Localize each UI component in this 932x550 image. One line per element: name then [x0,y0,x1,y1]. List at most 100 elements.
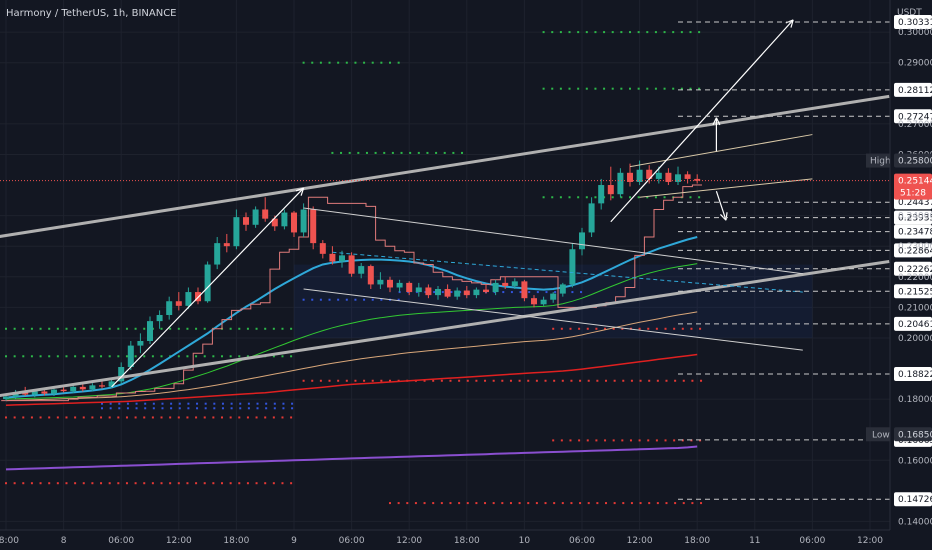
level-dot [204,402,207,405]
level-dot [518,379,521,382]
level-dot [221,482,223,485]
candle [233,209,240,250]
level-dot [647,327,650,330]
level-dot [389,61,391,64]
level-dot [553,379,556,382]
level-dot [117,482,120,485]
candle-body [415,287,422,293]
candle-body [540,299,547,305]
level-dot [187,402,190,405]
level-dot [371,61,374,64]
low-tag-text: Low [872,430,890,440]
candle [463,285,470,299]
last-price-box [894,173,932,200]
level-dot [238,416,241,419]
candle-body [607,185,614,195]
candle-body [89,385,96,390]
level-dot [30,327,33,330]
level-dot [535,502,538,505]
candle-body [406,282,413,293]
arrow-head [295,187,304,192]
level-dot [417,151,420,154]
level-dot [328,298,331,301]
level-dot [39,416,42,419]
level-dot [273,402,276,405]
level-dot [213,402,216,405]
candle [502,276,509,290]
level-dot [82,355,85,358]
price-label: 0.22262 [894,261,932,276]
level-dot [528,291,531,294]
candle-body [521,281,528,299]
y-tick-label: 0.24000 [898,212,932,222]
level-dot [196,407,199,410]
level-dot [246,482,249,485]
level-dot [484,379,487,382]
candle-body [223,243,230,247]
level-dot [160,327,163,330]
price-label-box [894,492,932,507]
level-dot [282,407,285,410]
level-dot [30,416,33,419]
dot-row [5,482,293,485]
level-dot [655,327,658,330]
y-tick-label: 0.22000 [898,273,932,283]
arrow-head [715,117,721,126]
level-dot [665,502,668,505]
level-dot [433,291,436,294]
candle-body [166,301,173,316]
x-tick-label: 18:00 [223,536,249,546]
level-dot [630,502,633,505]
candle-body [550,293,557,300]
level-dot [380,61,383,64]
candle-body [108,381,115,387]
level-dot [212,482,215,485]
level-dot [672,31,675,34]
candle-body [156,315,163,322]
level-dot [519,291,522,294]
level-dot [674,502,677,505]
level-dot [571,291,574,294]
level-dot [595,439,598,442]
level-dot [363,61,366,64]
level-dot [536,291,539,294]
price-label: 0.20461 [894,316,932,331]
level-dot [144,402,147,405]
candle-body [425,287,432,296]
level-dot [22,416,25,419]
candle [684,171,691,184]
level-dot [229,416,232,419]
price-label-text: 0.27247 [898,112,932,122]
level-dot [380,379,383,382]
candle-body [646,169,653,179]
level-dot [389,379,391,382]
level-dot [605,502,607,505]
level-dot [13,482,16,485]
level-dot [611,196,614,199]
level-dot [656,502,659,505]
level-dot [629,87,631,90]
level-dot [5,355,7,358]
y-tick-label: 0.14000 [898,517,932,527]
level-dot [246,416,249,419]
x-tick-label: 8 [61,536,67,546]
candle-body [636,169,643,182]
level-dot [108,355,111,358]
candle-body [329,253,336,262]
y-tick-label: 0.21000 [898,303,932,313]
level-dot [221,355,223,358]
level-dot [125,327,128,330]
level-dot [186,482,189,485]
level-dot [204,407,207,410]
level-dot [151,416,154,419]
candle-body [435,289,441,296]
candle-body [22,392,29,395]
x-tick-label: 12:00 [857,536,883,546]
level-dot [144,407,147,410]
level-dot [337,61,340,64]
x-tick-label: 12:00 [396,536,422,546]
price-axis: 0.30331 0.28112 0.27247 0.24437 0.23935 0.234… [866,0,932,550]
level-dot [125,416,128,419]
candle [675,166,681,186]
